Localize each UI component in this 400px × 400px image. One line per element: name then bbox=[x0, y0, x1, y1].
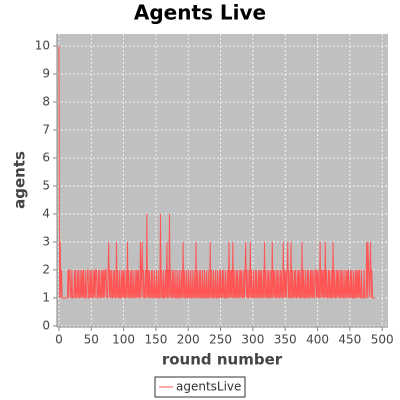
x-axis-label: round number bbox=[162, 351, 283, 369]
y-tick-label: 7 bbox=[42, 122, 50, 136]
x-tick-label: 250 bbox=[209, 333, 232, 347]
x-tick-label: 500 bbox=[371, 333, 394, 347]
legend: agentsLive bbox=[154, 376, 246, 398]
y-tick-label: 1 bbox=[42, 290, 50, 304]
y-tick-label: 8 bbox=[42, 95, 50, 109]
y-axis-label: agents bbox=[11, 151, 29, 209]
series-line bbox=[58, 46, 376, 299]
x-tick-label: 150 bbox=[144, 333, 167, 347]
y-tick-label: 9 bbox=[42, 67, 50, 81]
y-tick-label: 10 bbox=[35, 39, 50, 53]
x-tick-label: 400 bbox=[306, 333, 329, 347]
legend-label: agentsLive bbox=[176, 380, 241, 394]
x-tick-label: 200 bbox=[177, 333, 200, 347]
x-tick-label: 350 bbox=[274, 333, 297, 347]
legend-box bbox=[154, 376, 246, 398]
x-tick-label: 0 bbox=[55, 333, 63, 347]
x-tick-label: 450 bbox=[338, 333, 361, 347]
x-tick-label: 50 bbox=[84, 333, 99, 347]
x-tick-label: 100 bbox=[112, 333, 135, 347]
x-tick-label: 300 bbox=[241, 333, 264, 347]
y-tick-label: 3 bbox=[42, 234, 50, 248]
y-tick-label: 4 bbox=[42, 206, 50, 220]
y-tick-label: 0 bbox=[42, 318, 50, 332]
y-tick-label: 5 bbox=[42, 178, 50, 192]
chart-title: Agents Live bbox=[134, 1, 266, 25]
y-tick-label: 6 bbox=[42, 150, 50, 164]
y-tick-label: 2 bbox=[42, 262, 50, 276]
